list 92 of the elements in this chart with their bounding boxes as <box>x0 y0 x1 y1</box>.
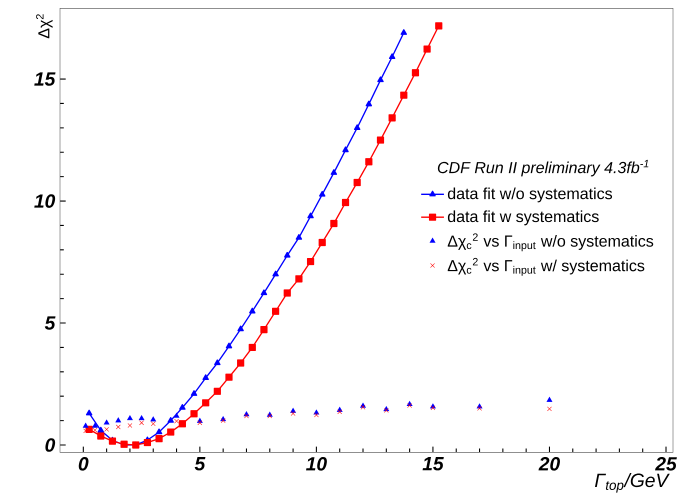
point <box>388 114 396 122</box>
point <box>366 100 372 106</box>
point <box>116 424 121 430</box>
point <box>290 411 296 416</box>
point <box>214 388 221 395</box>
point <box>354 124 360 130</box>
point <box>435 22 442 30</box>
legend-label: data fit w systematics <box>448 210 599 226</box>
point <box>400 29 408 35</box>
point <box>330 220 338 228</box>
point <box>138 415 144 420</box>
point <box>82 422 88 428</box>
point <box>104 427 109 432</box>
point <box>342 198 350 206</box>
legend-label: Δχ$_{c}$$^{2}$ vs Γ$_{input}$ w/o systematics <box>448 233 654 252</box>
x-tick-label: 10 <box>306 457 327 471</box>
point <box>144 438 152 446</box>
point <box>155 435 163 442</box>
y-tick-label: 0 <box>45 438 56 452</box>
point <box>388 53 396 60</box>
y-tick-label: 10 <box>34 194 56 208</box>
point <box>202 399 210 406</box>
point <box>547 406 552 412</box>
x-tick-label: 0 <box>78 457 88 471</box>
point <box>412 69 420 76</box>
point <box>178 420 186 428</box>
point <box>376 136 384 144</box>
point <box>97 432 104 440</box>
point <box>190 410 198 418</box>
legend-title: CDF Run II preliminary 4.3fb$^{-1}$ <box>438 160 648 176</box>
point <box>330 169 338 175</box>
legend-label: data fit w/o systematics <box>448 187 612 202</box>
point <box>365 158 372 166</box>
point <box>306 258 314 266</box>
point <box>168 417 174 423</box>
point <box>179 404 186 410</box>
x-tick-label: 25 <box>655 457 677 471</box>
point <box>92 428 98 432</box>
y-axis-title: Δχ$^{2}$ <box>36 14 53 38</box>
point <box>98 426 104 432</box>
point <box>237 359 244 367</box>
point <box>284 252 290 258</box>
point <box>128 423 132 428</box>
point <box>260 326 268 334</box>
point <box>248 344 256 352</box>
point <box>156 428 162 434</box>
x-axis-title: Γ$_{top}$/GeV <box>594 473 670 493</box>
point <box>295 275 303 282</box>
point <box>150 421 156 426</box>
point <box>174 412 180 418</box>
point <box>377 76 384 82</box>
point <box>272 270 279 276</box>
point <box>307 212 314 218</box>
point <box>150 416 156 422</box>
point <box>198 420 202 426</box>
y-tick-label: 5 <box>44 316 56 330</box>
x-tick-label: 20 <box>538 457 560 471</box>
point <box>272 308 280 315</box>
point <box>424 45 431 53</box>
point <box>167 428 174 436</box>
y-tick-label: 15 <box>34 72 56 86</box>
point <box>139 420 144 426</box>
point <box>284 289 291 297</box>
point <box>202 374 209 380</box>
point <box>314 412 319 418</box>
point <box>86 410 92 416</box>
point <box>237 326 244 332</box>
point <box>342 146 349 152</box>
point <box>337 409 342 414</box>
x-tick-label: 15 <box>422 457 444 470</box>
x-tick-label: 5 <box>194 457 206 470</box>
legend-label: Δχ$_{c}$$^{2}$ vs Γ$_{input}$ w/ systematics <box>448 258 644 276</box>
point <box>225 374 233 381</box>
point <box>190 390 198 396</box>
point <box>354 178 361 186</box>
point <box>92 422 98 428</box>
point <box>214 359 221 366</box>
point <box>127 415 133 420</box>
point <box>226 342 232 348</box>
point <box>318 238 326 246</box>
point <box>296 234 302 240</box>
point <box>477 406 482 411</box>
point <box>319 190 326 197</box>
point <box>115 417 122 422</box>
point <box>174 418 179 424</box>
point <box>108 437 116 445</box>
point <box>244 414 249 418</box>
point <box>104 420 110 425</box>
point <box>546 396 552 402</box>
point <box>249 308 256 314</box>
point <box>260 289 268 296</box>
point <box>400 92 408 99</box>
